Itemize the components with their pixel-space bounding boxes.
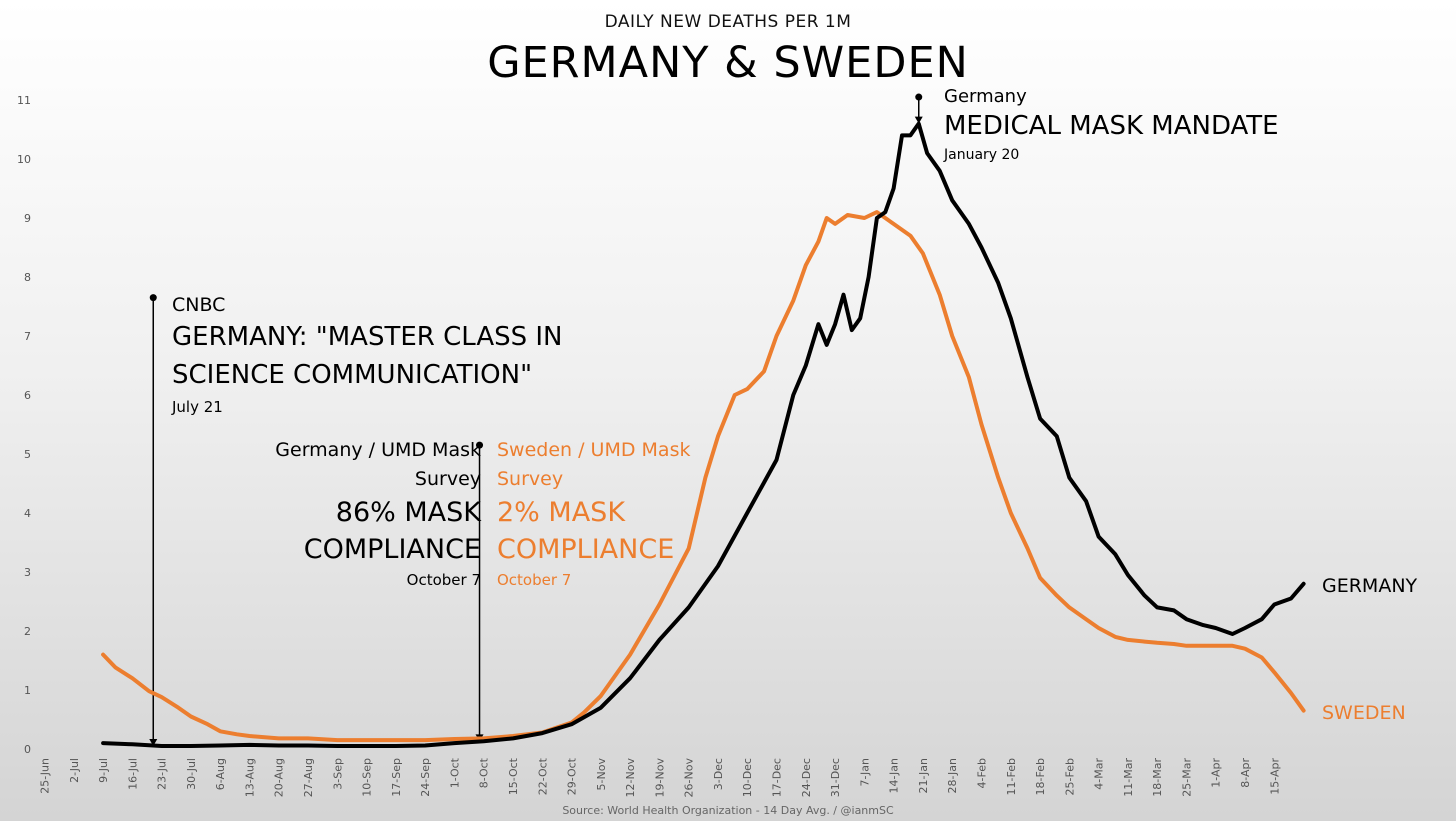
- y-tick-label: 9: [24, 212, 31, 225]
- series-lines: [101, 121, 1306, 748]
- marker-dot: [915, 93, 923, 101]
- mandate-country-label: Germany: [944, 86, 1027, 107]
- x-tick-label: 16-Jul: [126, 758, 139, 790]
- event-markers: [149, 93, 923, 747]
- x-tick-label: 25-Feb: [1063, 758, 1076, 795]
- germany-compliance-label: COMPLIANCE: [303, 534, 481, 565]
- x-tick-label: 6-Aug: [214, 758, 227, 790]
- germany-series-label: GERMANY: [1322, 575, 1418, 597]
- germany-survey-line1: Germany / UMD Mask: [275, 439, 481, 461]
- x-tick-label: 7-Jan: [858, 758, 871, 787]
- x-tick-label: 15-Oct: [507, 757, 520, 795]
- x-tick-label: 8-Apr: [1239, 758, 1252, 788]
- x-tick-label: 10-Sep: [361, 758, 374, 797]
- y-tick-label: 1: [24, 684, 31, 697]
- y-tick-label: 3: [24, 566, 31, 579]
- x-tick-label: 25-Jun: [39, 758, 52, 794]
- cnbc-date: July 21: [172, 398, 223, 416]
- x-tick-label: 21-Jan: [917, 758, 930, 794]
- sweden-survey-line1: Sweden / UMD Mask: [497, 439, 691, 461]
- y-tick-label: 7: [24, 330, 31, 343]
- germany-survey-line2: Survey: [414, 468, 481, 490]
- x-tick-label: 18-Mar: [1151, 758, 1164, 797]
- y-tick-label: 10: [17, 153, 31, 166]
- x-axis: 25-Jun 2-Jul 9-Jul 16-Jul 23-Jul 30-Jul 6-Aug 1…: [39, 757, 1282, 797]
- series-line-sweden: [101, 210, 1306, 743]
- y-tick-label: 11: [17, 94, 31, 107]
- x-tick-label: 4-Mar: [1093, 758, 1106, 790]
- x-tick-label: 2-Jul: [68, 758, 81, 783]
- marker-dot: [476, 441, 484, 449]
- sweden-compliance-value: 2% MASK: [497, 497, 626, 528]
- x-tick-label: 31-Dec: [829, 758, 842, 797]
- x-tick-label: 1-Apr: [1210, 758, 1223, 788]
- cnbc-source-label: CNBC: [172, 294, 226, 316]
- y-tick-label: 4: [24, 507, 31, 520]
- y-tick-label: 8: [24, 271, 31, 284]
- marker-arrowhead: [149, 739, 158, 747]
- x-tick-label: 11-Mar: [1122, 758, 1135, 797]
- x-tick-label: 11-Feb: [1005, 758, 1018, 795]
- marker-dot: [149, 294, 157, 302]
- x-tick-label: 24-Sep: [419, 758, 432, 797]
- marker-arrowhead: [914, 116, 923, 124]
- x-tick-label: 5-Nov: [595, 758, 608, 791]
- x-tick-label: 22-Oct: [536, 757, 549, 795]
- x-tick-label: 28-Jan: [946, 758, 959, 794]
- x-tick-label: 10-Dec: [741, 758, 754, 797]
- sweden-compliance-label: COMPLIANCE: [497, 534, 675, 565]
- x-tick-label: 24-Dec: [800, 758, 813, 797]
- x-tick-label: 19-Nov: [653, 758, 666, 798]
- x-tick-label: 8-Oct: [478, 757, 491, 788]
- y-axis: 0 1 2 3 4 5 6 7 8 9 10 11: [17, 94, 31, 756]
- x-tick-label: 17-Dec: [771, 758, 784, 797]
- x-tick-label: 18-Feb: [1034, 758, 1047, 795]
- x-tick-label: 1-Oct: [448, 757, 461, 788]
- y-tick-label: 2: [24, 625, 31, 638]
- x-tick-label: 4-Feb: [975, 758, 988, 788]
- x-tick-label: 3-Sep: [331, 758, 344, 790]
- x-tick-label: 23-Jul: [156, 758, 169, 790]
- series-line-germany: [101, 121, 1306, 748]
- x-tick-label: 26-Nov: [683, 758, 696, 798]
- cnbc-headline-line1: GERMANY: "MASTER CLASS IN: [172, 322, 563, 352]
- x-tick-label: 14-Jan: [888, 758, 901, 794]
- x-tick-label: 29-Oct: [566, 757, 579, 795]
- x-tick-label: 9-Jul: [97, 758, 110, 783]
- mandate-headline: MEDICAL MASK MANDATE: [944, 111, 1279, 141]
- y-tick-label: 5: [24, 448, 31, 461]
- x-tick-label: 20-Aug: [273, 758, 286, 797]
- source-footnote: Source: World Health Organization - 14 D…: [562, 804, 894, 817]
- chart-title: GERMANY & SWEDEN: [487, 38, 969, 88]
- y-tick-label: 6: [24, 389, 31, 402]
- x-tick-label: 13-Aug: [243, 758, 256, 797]
- x-tick-label: 12-Nov: [624, 758, 637, 798]
- x-tick-label: 25-Mar: [1180, 758, 1193, 797]
- y-tick-label: 0: [24, 743, 31, 756]
- sweden-series-label: SWEDEN: [1322, 702, 1406, 724]
- x-tick-label: 3-Dec: [712, 758, 725, 790]
- x-tick-label: 15-Apr: [1268, 758, 1281, 795]
- x-tick-label: 17-Sep: [390, 758, 403, 797]
- sweden-survey-line2: Survey: [497, 468, 564, 490]
- chart-subtitle: DAILY NEW DEATHS PER 1M: [604, 12, 852, 32]
- germany-compliance-value: 86% MASK: [335, 497, 481, 528]
- cnbc-headline-line2: SCIENCE COMMUNICATION": [172, 360, 533, 390]
- x-tick-label: 27-Aug: [302, 758, 315, 797]
- x-tick-label: 30-Jul: [185, 758, 198, 790]
- sweden-survey-date: October 7: [497, 571, 572, 589]
- mandate-date: January 20: [944, 147, 1020, 163]
- germany-survey-date: October 7: [406, 571, 481, 589]
